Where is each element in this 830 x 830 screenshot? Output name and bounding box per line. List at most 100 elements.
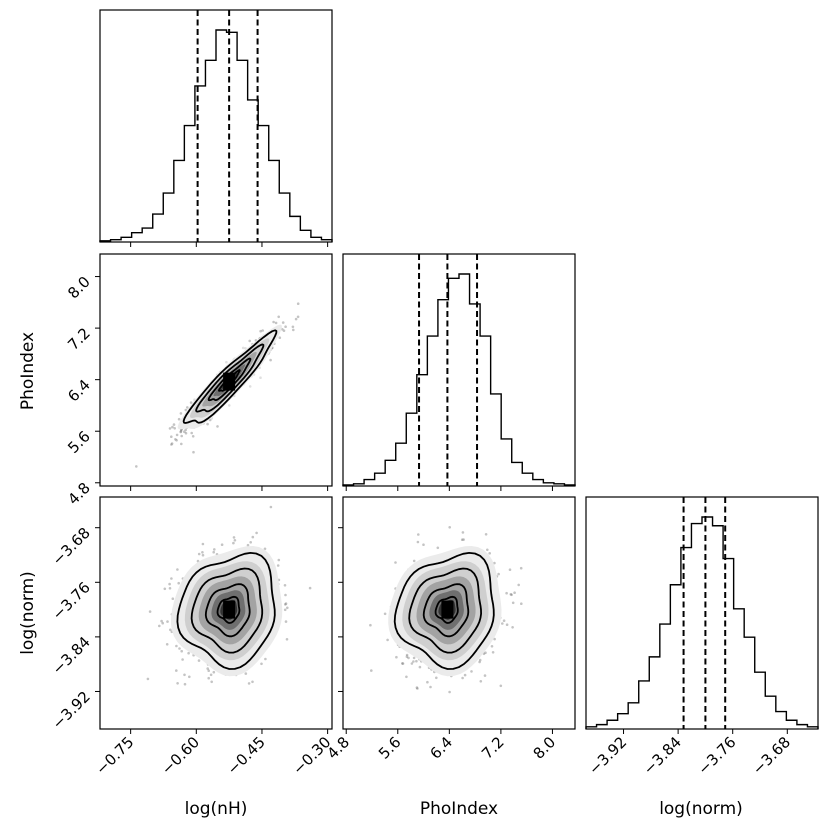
scatter-point xyxy=(505,623,509,626)
scatter-point xyxy=(177,581,180,585)
scatter-point xyxy=(184,408,188,412)
x-tick-label-lognh-0: −0.75 xyxy=(92,733,137,778)
scatter-point xyxy=(488,552,492,555)
scatter-point xyxy=(405,653,409,657)
scatter-point xyxy=(519,566,523,570)
scatter-point xyxy=(183,682,187,686)
scatter-point xyxy=(283,584,287,587)
x-axis-title-lognorm: log(norm) xyxy=(659,799,743,819)
scatter-point xyxy=(233,539,237,542)
scatter-point xyxy=(513,591,516,594)
scatter-point xyxy=(212,550,215,554)
corner-panels: −0.75 −0.60 −0.45 −0.304.8 5.6 6.4 7.2 8.0 −3.92… xyxy=(49,9,819,778)
scatter-point xyxy=(177,417,181,421)
scatter-point xyxy=(210,680,213,684)
scatter-point xyxy=(511,626,514,629)
contour-line-3 xyxy=(218,369,241,392)
scatter-point xyxy=(470,670,473,673)
scatter-point xyxy=(259,376,262,380)
scatter-point xyxy=(501,622,504,625)
contour-line-1 xyxy=(408,567,482,654)
scatter-point xyxy=(401,662,405,665)
histogram-step-line xyxy=(342,273,576,486)
scatter-point xyxy=(499,684,503,688)
scatter-point xyxy=(170,577,173,580)
scatter-point xyxy=(259,329,262,333)
scatter-point xyxy=(183,430,186,434)
joint-panel-content xyxy=(146,505,312,686)
scatter-point xyxy=(484,651,487,654)
scatter-point xyxy=(173,427,176,430)
scatter-point xyxy=(491,651,495,654)
scatter-point xyxy=(283,608,287,612)
scatter-point xyxy=(241,346,245,350)
scatter-point xyxy=(462,538,465,541)
scatter-point xyxy=(461,531,465,534)
scatter-point xyxy=(175,439,178,442)
scatter-point xyxy=(148,610,152,613)
scatter-point xyxy=(209,673,213,677)
scatter-point xyxy=(292,328,295,332)
scatter-point xyxy=(180,442,183,446)
y-tick-label-lognorm-2: −3.76 xyxy=(49,578,94,623)
scatter-point xyxy=(497,572,500,576)
scatter-point xyxy=(184,431,188,435)
scatter-point xyxy=(197,552,201,556)
scatter-point xyxy=(284,602,288,605)
scatter-point xyxy=(179,430,183,433)
scatter-point xyxy=(412,656,416,660)
scatter-point xyxy=(201,553,205,557)
joint-panel-content xyxy=(369,526,523,694)
scatter-point xyxy=(417,533,420,536)
panel-frame xyxy=(585,496,819,730)
contour-line-3 xyxy=(216,595,241,624)
scatter-point xyxy=(186,406,189,409)
scatter-point xyxy=(269,358,272,362)
contour-line-1 xyxy=(195,343,265,413)
density-peak xyxy=(223,600,236,619)
scatter-point xyxy=(163,587,167,591)
scatter-point xyxy=(370,669,373,672)
scatter-point xyxy=(249,541,252,544)
scatter-point xyxy=(135,465,138,468)
scatter-point xyxy=(187,651,190,655)
scatter-point xyxy=(281,321,285,324)
hist-panel-phoindex xyxy=(342,253,576,491)
scatter-point xyxy=(461,676,464,680)
scatter-point xyxy=(174,438,177,441)
scatter-point xyxy=(282,329,286,333)
scatter-point xyxy=(158,624,161,628)
scatter-point xyxy=(463,673,467,677)
scatter-point xyxy=(415,686,419,689)
scatter-point xyxy=(170,443,173,446)
x-tick-label-phoindex-3: 7.2 xyxy=(478,733,508,763)
scatter-point xyxy=(502,619,506,622)
scatter-point xyxy=(189,401,193,404)
scatter-point xyxy=(201,542,205,546)
scatter-point xyxy=(517,583,520,587)
scatter-point xyxy=(509,593,513,596)
scatter-point xyxy=(179,412,183,415)
scatter-point xyxy=(416,540,420,544)
scatter-point xyxy=(412,559,416,563)
scatter-point xyxy=(260,662,263,666)
density-peak xyxy=(441,600,454,619)
contour-line-3 xyxy=(434,595,459,624)
scatter-point xyxy=(284,603,287,606)
scatter-point xyxy=(482,652,486,656)
x-tick-label-phoindex-0: 4.8 xyxy=(323,733,353,763)
scatter-point xyxy=(291,325,295,329)
scatter-point xyxy=(261,329,265,332)
scatter-point xyxy=(251,680,254,684)
scatter-point xyxy=(269,505,273,509)
scatter-point xyxy=(294,317,298,321)
scatter-point xyxy=(407,656,410,660)
scatter-point xyxy=(418,665,422,669)
scatter-point xyxy=(246,543,250,547)
scatter-point xyxy=(505,591,508,595)
panel-frame xyxy=(99,496,333,730)
contour-line-2 xyxy=(422,583,470,638)
scatter-point xyxy=(165,643,169,646)
x-tick-label-lognh-3: −0.30 xyxy=(289,733,334,778)
